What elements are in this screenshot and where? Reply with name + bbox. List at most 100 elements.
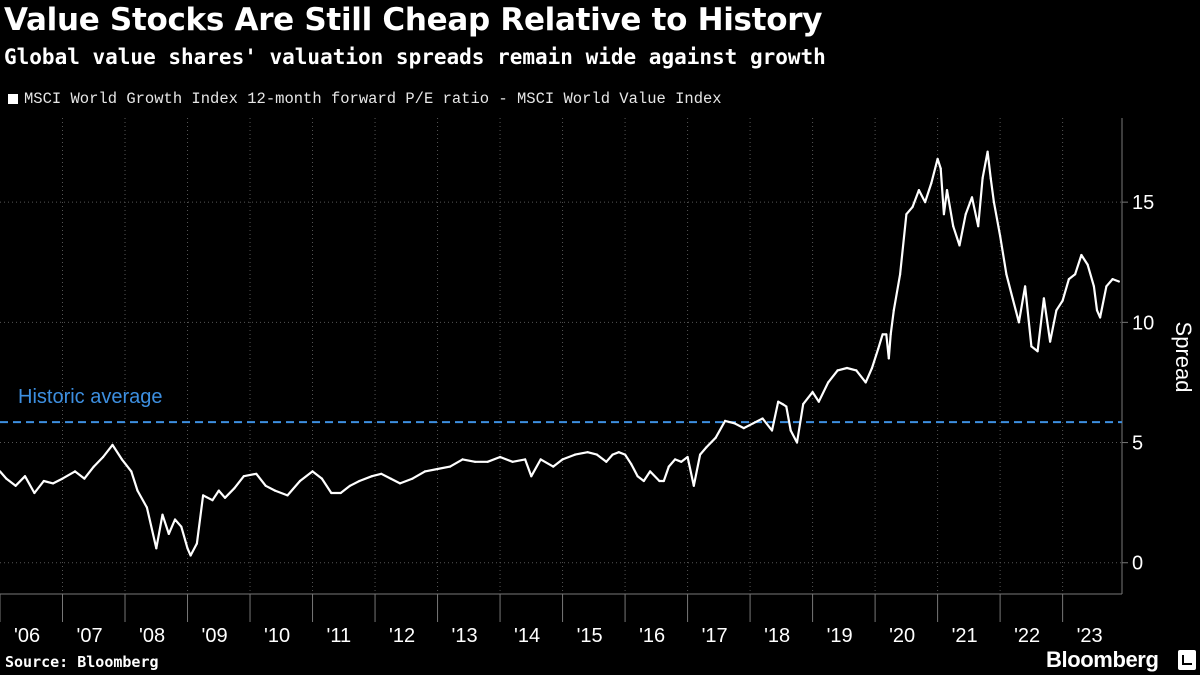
series-data-point bbox=[986, 150, 989, 153]
series-data-point bbox=[211, 499, 214, 502]
series-data-point bbox=[705, 446, 708, 449]
series-data-point bbox=[981, 177, 984, 180]
series-data-point bbox=[1095, 309, 1099, 312]
series-data-point bbox=[1036, 350, 1039, 353]
series-data-point bbox=[348, 484, 352, 487]
series-data-point bbox=[5, 477, 8, 480]
series-data-point bbox=[223, 496, 227, 499]
series-data-point bbox=[180, 525, 183, 528]
series-data-point bbox=[864, 381, 867, 384]
series-data-point bbox=[330, 491, 333, 495]
series-data-point bbox=[795, 441, 799, 444]
series-data-point bbox=[942, 213, 946, 216]
x-tick-label: '23 bbox=[1077, 625, 1103, 647]
series-data-point bbox=[877, 347, 880, 350]
series-data-point bbox=[561, 458, 564, 461]
series-data-point bbox=[1030, 345, 1033, 348]
series-data-point bbox=[436, 467, 439, 471]
series-data-point bbox=[939, 167, 942, 170]
series-data-point bbox=[1011, 297, 1014, 300]
series-data-point bbox=[370, 475, 373, 478]
series-data-point bbox=[92, 465, 95, 468]
series-data-point bbox=[802, 403, 805, 406]
series-data-point bbox=[145, 506, 148, 509]
series-data-point bbox=[286, 494, 289, 497]
chart-legend: MSCI World Growth Index 12-month forward… bbox=[8, 90, 722, 108]
series-data-point bbox=[636, 475, 639, 478]
series-data-point bbox=[42, 479, 45, 483]
series-data-point bbox=[761, 417, 764, 420]
series-data-point bbox=[320, 477, 323, 480]
x-axis-tick-labels: '06 '07 '08 '09 '10 '11 '12 '13 '14 '15 '16 '17 '18 '… bbox=[14, 625, 1103, 647]
series-data-point bbox=[624, 453, 627, 456]
x-gridlines bbox=[62, 118, 1064, 594]
series-data-point bbox=[686, 455, 689, 459]
series-data-point bbox=[1042, 297, 1045, 300]
series-data-point bbox=[917, 189, 921, 192]
series-data-point bbox=[423, 470, 427, 473]
series-data-point bbox=[539, 458, 542, 461]
x-tick-label: '22 bbox=[1014, 625, 1040, 647]
series-data-point bbox=[699, 453, 702, 456]
series-data-point bbox=[1049, 340, 1052, 343]
series-data-point bbox=[202, 494, 205, 497]
source-note: Source: Bloomberg bbox=[5, 653, 159, 671]
series-data-point bbox=[264, 484, 267, 487]
chart-subtitle: Global value shares' valuation spreads r… bbox=[4, 45, 826, 69]
series-data-point bbox=[461, 458, 464, 461]
series-data-point bbox=[630, 463, 633, 466]
series-data-point bbox=[1117, 280, 1120, 283]
series-data-point bbox=[595, 453, 599, 456]
series-data-point bbox=[692, 484, 695, 487]
series-data-point bbox=[999, 234, 1002, 237]
series-data-point bbox=[14, 484, 17, 487]
series-data-point bbox=[649, 470, 652, 473]
series-data-point bbox=[889, 333, 892, 336]
chart-title: Value Stocks Are Still Cheap Relative to… bbox=[4, 2, 823, 38]
series-data-point bbox=[273, 489, 277, 492]
legend-swatch-icon bbox=[8, 94, 18, 104]
series-data-point bbox=[61, 477, 64, 480]
series-data-point bbox=[817, 400, 820, 403]
series-data-point bbox=[617, 451, 620, 454]
series-data-point bbox=[781, 403, 784, 406]
series-data-point bbox=[242, 475, 245, 478]
y-tick-label: 15 bbox=[1132, 192, 1154, 214]
series-data-point bbox=[358, 479, 361, 483]
series-data-point bbox=[23, 475, 27, 478]
series-data-point bbox=[574, 453, 577, 456]
series-data-point bbox=[83, 477, 86, 480]
series-data-point bbox=[989, 177, 992, 180]
series-data-point bbox=[714, 436, 717, 439]
series-data-point bbox=[311, 470, 314, 473]
series-data-point bbox=[1055, 309, 1058, 312]
x-tick-label: '11 bbox=[327, 625, 352, 647]
series-data-point bbox=[885, 333, 888, 336]
series-data-point bbox=[530, 475, 533, 478]
x-tick-label: '09 bbox=[202, 625, 228, 647]
y-tick-label: 0 bbox=[1132, 553, 1143, 575]
x-tick-label: '14 bbox=[514, 625, 540, 647]
series-data-point bbox=[881, 333, 884, 336]
series-data-point bbox=[611, 453, 614, 456]
series-data-point bbox=[255, 472, 258, 475]
series-data-point bbox=[870, 366, 874, 370]
series-data-point bbox=[1092, 285, 1095, 288]
series-data-point bbox=[33, 491, 36, 495]
series-data-point bbox=[1099, 316, 1102, 319]
series-data-point bbox=[398, 482, 402, 485]
y-axis-ticks bbox=[1122, 201, 1128, 564]
x-tick-label: '12 bbox=[389, 625, 415, 647]
series-data-point bbox=[667, 465, 670, 468]
series-data-point bbox=[845, 366, 849, 370]
series-data-point bbox=[186, 547, 189, 550]
series-data-point bbox=[905, 213, 908, 216]
x-tick-label: '07 bbox=[77, 625, 103, 647]
series-data-point bbox=[899, 273, 902, 276]
series-data-point bbox=[155, 547, 158, 550]
series-data-point bbox=[411, 477, 414, 480]
terminal-icon bbox=[1178, 650, 1196, 670]
series-data-point bbox=[958, 244, 961, 247]
series-data-point bbox=[102, 455, 105, 459]
bloomberg-logo: Bloomberg bbox=[1046, 647, 1159, 672]
